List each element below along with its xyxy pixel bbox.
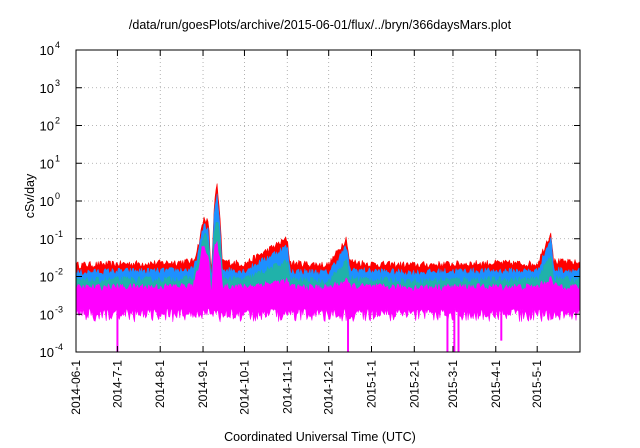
y-tick-label: 10	[40, 119, 54, 134]
x-tick-label: 2015-4-1	[489, 360, 503, 408]
x-tick-label: 2014-8-1	[153, 360, 167, 408]
y-tick-exponent: -3	[55, 304, 63, 314]
y-tick-label: 10	[40, 270, 54, 285]
x-tick-label: 2014-12-1	[322, 360, 336, 415]
x-tick-label: 2014-11-1	[280, 360, 294, 414]
x-tick-label: 2014-7-1	[110, 360, 124, 408]
x-tick-label: 2015-5-1	[530, 360, 544, 408]
y-tick-exponent: 0	[55, 191, 60, 201]
x-tick-label: 2014-9-1	[196, 360, 210, 408]
y-tick-exponent: -1	[55, 229, 63, 239]
x-tick-label: 2014-06-1	[69, 360, 83, 415]
x-axis-label: Coordinated Universal Time (UTC)	[224, 430, 416, 444]
y-tick-exponent: 3	[55, 78, 60, 88]
y-tick-exponent: 2	[55, 116, 60, 126]
y-tick-label: 10	[40, 232, 54, 247]
x-tick-label: 2015-1-1	[364, 360, 378, 408]
y-tick-label: 10	[40, 194, 54, 209]
y-tick-label: 10	[40, 43, 54, 58]
y-tick-label: 10	[40, 345, 54, 360]
y-tick-exponent: 4	[55, 40, 60, 50]
y-tick-label: 10	[40, 81, 54, 96]
y-tick-exponent: -4	[55, 342, 63, 352]
y-tick-label: 10	[40, 307, 54, 322]
y-tick-exponent: 1	[55, 153, 60, 163]
x-tick-label: 2014-10-1	[237, 360, 251, 415]
x-tick-label: 2015-3-1	[446, 360, 460, 408]
chart-title: /data/run/goesPlots/archive/2015-06-01/f…	[128, 18, 512, 32]
y-tick-label: 10	[40, 156, 54, 171]
y-tick-exponent: -2	[55, 267, 63, 277]
x-tick-label: 2015-2-1	[407, 360, 421, 408]
